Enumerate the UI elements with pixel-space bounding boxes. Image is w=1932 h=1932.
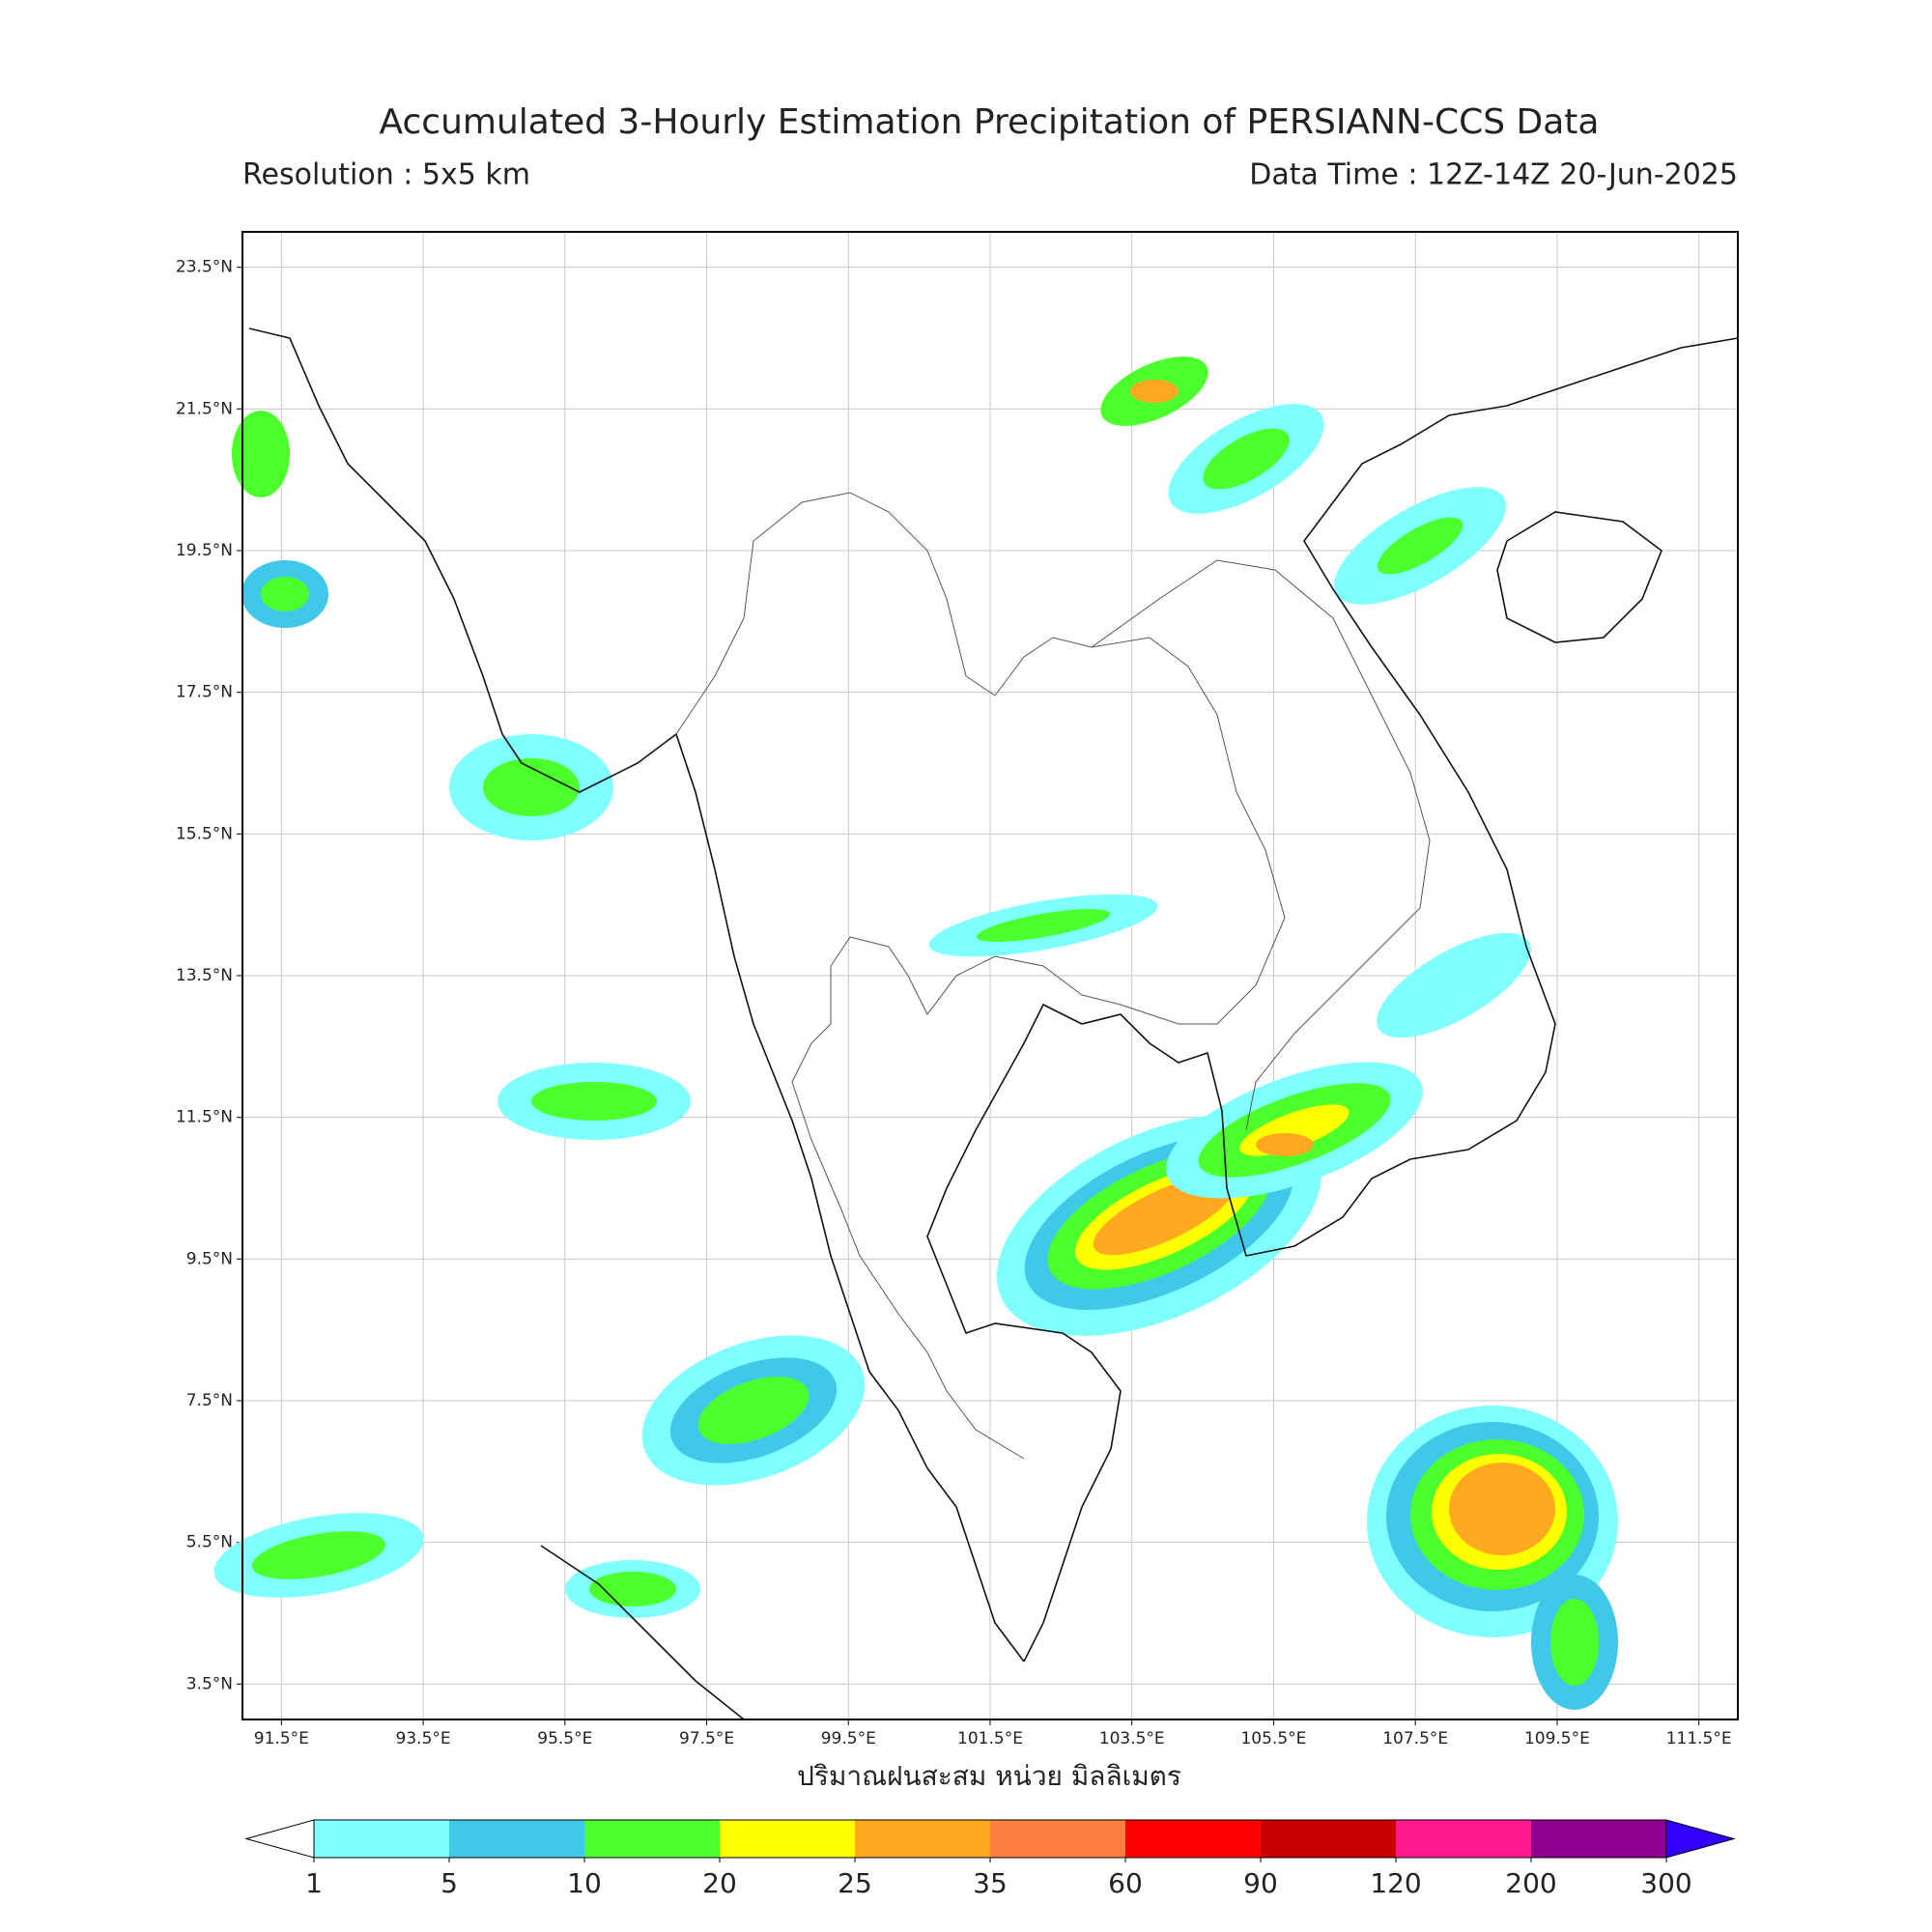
x-tick-label: 91.5°E (254, 1729, 309, 1748)
colorbar-segment (449, 1820, 584, 1858)
y-tick-label: 5.5°N (186, 1533, 233, 1552)
x-tick-label: 95.5°E (537, 1729, 592, 1748)
rain-area (1367, 1406, 1618, 1710)
colorbar-segment (720, 1820, 855, 1858)
border (675, 540, 754, 735)
colorbar-segment (990, 1820, 1125, 1858)
coastline (1496, 511, 1662, 643)
map-frame (242, 231, 1739, 1720)
x-tick-label: 97.5°E (679, 1729, 734, 1748)
colorbar-tick-label: 60 (1108, 1867, 1143, 1899)
rain-areas (213, 356, 1618, 1710)
title: Accumulated 3-Hourly Estimation Precipit… (380, 102, 1600, 142)
colorbar-tick-label: 10 (567, 1867, 602, 1899)
y-tick-label: 21.5°N (176, 399, 233, 418)
border (1091, 559, 1431, 1131)
colorbar-label: ปริมาณฝนสะสม หน่วย มิลลิเมตร (797, 1760, 1181, 1792)
colorbar-segment (314, 1820, 449, 1858)
y-tick-label: 3.5°N (186, 1674, 233, 1693)
borders (675, 492, 1431, 1460)
y-tick-label: 13.5°N (176, 966, 233, 985)
colorbar-segment (855, 1820, 990, 1858)
y-tick-label: 19.5°N (176, 541, 233, 560)
colorbar-segment (1396, 1820, 1531, 1858)
colorbar-tick-label: 25 (838, 1867, 872, 1899)
colorbar-tick-label: 5 (440, 1867, 458, 1899)
coastlines (248, 327, 1739, 1720)
y-tick-label: 15.5°N (176, 824, 233, 843)
coastline (540, 1545, 745, 1720)
colorbar-tick-label: 90 (1243, 1867, 1278, 1899)
x-tick-label: 101.5°E (957, 1729, 1023, 1748)
colorbar-segment (584, 1820, 720, 1858)
colorbar-tick-label: 300 (1640, 1867, 1691, 1899)
colorbar-under (244, 1819, 315, 1859)
colorbar-segment (1531, 1820, 1666, 1858)
colorbar-tick-label: 1 (305, 1867, 323, 1899)
y-tick-label: 17.5°N (176, 683, 233, 702)
coastline (926, 337, 1739, 1662)
x-tick-label: 111.5°E (1666, 1729, 1732, 1748)
data-time: Data Time : 12Z-14Z 20-Jun-2025 (1249, 158, 1738, 192)
colorbar-tick-label: 35 (973, 1867, 1008, 1899)
border (753, 492, 1286, 1083)
rain-area (213, 356, 1531, 1618)
colorbar-tick-label: 200 (1505, 1867, 1556, 1899)
colorbar-over (1665, 1819, 1736, 1859)
colorbar-tick-label: 20 (702, 1867, 737, 1899)
resolution: Resolution : 5x5 km (242, 158, 530, 192)
coastline (248, 327, 1025, 1662)
border (791, 1081, 1025, 1460)
rain-area (996, 1062, 1423, 1336)
y-tick-label: 9.5°N (186, 1249, 233, 1268)
colorbar-segment (1261, 1820, 1396, 1858)
y-tick-label: 11.5°N (176, 1108, 233, 1127)
x-tick-label: 105.5°E (1240, 1729, 1306, 1748)
x-tick-label: 103.5°E (1099, 1729, 1165, 1748)
x-tick-label: 107.5°E (1382, 1729, 1448, 1748)
colorbar-tick-label: 120 (1370, 1867, 1421, 1899)
x-tick-label: 99.5°E (821, 1729, 876, 1748)
colorbar: 1 5 10 20 25 35 60 90 120 200 300 (244, 1819, 1736, 1899)
colorbar-segment (1125, 1820, 1261, 1858)
y-tick-label: 23.5°N (176, 258, 233, 277)
x-tick-label: 93.5°E (396, 1729, 451, 1748)
y-tick-label: 7.5°N (186, 1391, 233, 1410)
x-tick-label: 109.5°E (1524, 1729, 1590, 1748)
